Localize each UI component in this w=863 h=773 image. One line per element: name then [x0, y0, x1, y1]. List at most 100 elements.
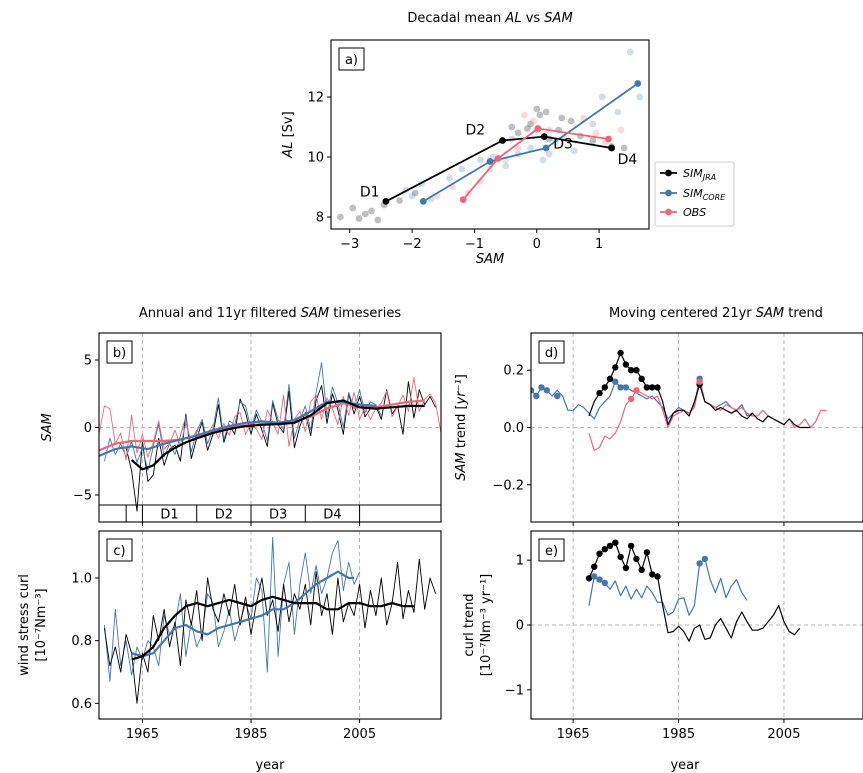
series-line-SIM_JRA-annual [125, 381, 437, 512]
significant-marker [612, 364, 619, 371]
background-point [533, 105, 541, 113]
series-point-OBS [534, 125, 542, 132]
y-axis-label-a: AL [Sv] [281, 111, 296, 158]
xtick-label-e: 2005 [767, 727, 800, 742]
significant-marker [633, 387, 640, 394]
background-point [539, 156, 547, 164]
legend-label: SIMCORE [683, 187, 726, 202]
background-point [355, 215, 363, 222]
significant-marker [638, 566, 645, 574]
background-point [598, 93, 606, 101]
x-axis-label-c: year [255, 758, 285, 773]
significant-marker [643, 384, 651, 391]
significant-marker [627, 367, 635, 374]
series-line-SIM_CORE-11yr [99, 400, 376, 457]
x-axis-label-e: year [670, 758, 700, 773]
significant-marker [606, 375, 614, 382]
decade-label: D3 [269, 508, 287, 523]
background-point [530, 117, 537, 125]
background-point [411, 189, 419, 197]
y-axis-label-b: SAM [40, 413, 55, 441]
background-point [349, 204, 357, 212]
panel-label-box [106, 340, 133, 364]
background-point [514, 144, 522, 152]
background-point [614, 108, 622, 116]
legend-marker [665, 169, 672, 177]
xtick-label-e: 1985 [662, 727, 695, 742]
background-point [502, 162, 509, 170]
series-line-SIM_JRA [385, 135, 612, 203]
background-point [558, 114, 566, 122]
series-point-SIM_CORE [634, 80, 642, 87]
series-point-SIM_JRA [608, 144, 615, 152]
series-point-OBS [494, 155, 502, 162]
significant-marker [617, 384, 624, 391]
legend-label: SIMJRA [683, 167, 716, 182]
axes-frame-a [330, 39, 650, 230]
chart-title-b: Annual and 11yr filtered SAM timeseries [139, 306, 402, 321]
decade-label: D2 [465, 123, 485, 139]
xtick-label-e: 1965 [557, 727, 590, 742]
significant-marker [701, 555, 709, 563]
xtick-label-c: 2005 [343, 727, 376, 742]
chart-title-a: Decadal mean AL vs SAM [407, 11, 572, 26]
series-line-SIM_JRA [588, 542, 801, 642]
significant-marker [627, 395, 635, 403]
background-point [458, 165, 466, 173]
series-line-SIM_CORE [422, 82, 639, 203]
ytick-label-d: 0.0 [503, 421, 524, 436]
significant-marker [638, 375, 645, 382]
background-point [527, 144, 534, 152]
y-axis-label-e: curl trend [462, 593, 477, 656]
significant-marker [585, 575, 593, 582]
significant-marker [596, 550, 603, 557]
significant-marker [654, 573, 661, 580]
legend-marker [665, 189, 672, 197]
background-point [570, 147, 578, 155]
series-point-SIM_CORE [419, 198, 427, 205]
series-point-OBS [459, 196, 467, 204]
background-point [567, 117, 575, 125]
ytick-label-b: −5 [73, 489, 92, 504]
significant-marker [622, 564, 630, 572]
decade-label: D1 [360, 184, 380, 200]
series-point-SIM_JRA [499, 137, 506, 144]
background-point [542, 108, 550, 116]
significant-marker [622, 361, 630, 368]
xtick-label-c: 1965 [126, 727, 159, 742]
ytick-label-c: 0.6 [71, 697, 92, 712]
panel-label-box [106, 538, 133, 562]
ytick-label-e: 1 [516, 554, 524, 569]
ytick-label-a: 10 [307, 151, 324, 166]
series-point-OBS [605, 135, 612, 143]
series-group-b [99, 362, 441, 512]
ytick-label-e: 0 [516, 619, 524, 634]
ytick-label-a: 8 [316, 211, 324, 226]
series-line-SIM_CORE-annual [103, 362, 382, 472]
panel-label-text: a) [345, 53, 358, 68]
ytick-label-d: 0.2 [503, 364, 524, 379]
series-line-OBS [462, 127, 609, 201]
series-point-SIM_CORE [486, 158, 494, 165]
series-line-OBS [588, 381, 827, 451]
ytick-label-b: 0 [84, 421, 92, 436]
series-point-SIM_JRA [382, 198, 390, 205]
background-point [368, 207, 375, 215]
significant-marker [649, 384, 656, 391]
chart-title-d: Moving centered 21yr SAM trend [609, 306, 823, 321]
y-axis-label-e-units: [10⁻⁷Nm⁻³ yr⁻¹] [479, 574, 494, 676]
xtick-label-a: −1 [465, 237, 484, 252]
background-point [446, 174, 453, 182]
significant-marker [533, 392, 540, 400]
significant-marker [531, 387, 535, 394]
series-point-SIM_CORE [542, 144, 550, 152]
significant-marker [606, 542, 614, 550]
background-point [545, 150, 553, 158]
panel-label-d: d) [538, 340, 565, 364]
panel-label-text: d) [545, 346, 558, 361]
significant-marker [622, 384, 630, 391]
ytick-label-c: 0.8 [71, 634, 92, 649]
xtick-label-c: 1985 [234, 727, 267, 742]
background-point [520, 111, 528, 119]
significant-marker [696, 560, 703, 567]
